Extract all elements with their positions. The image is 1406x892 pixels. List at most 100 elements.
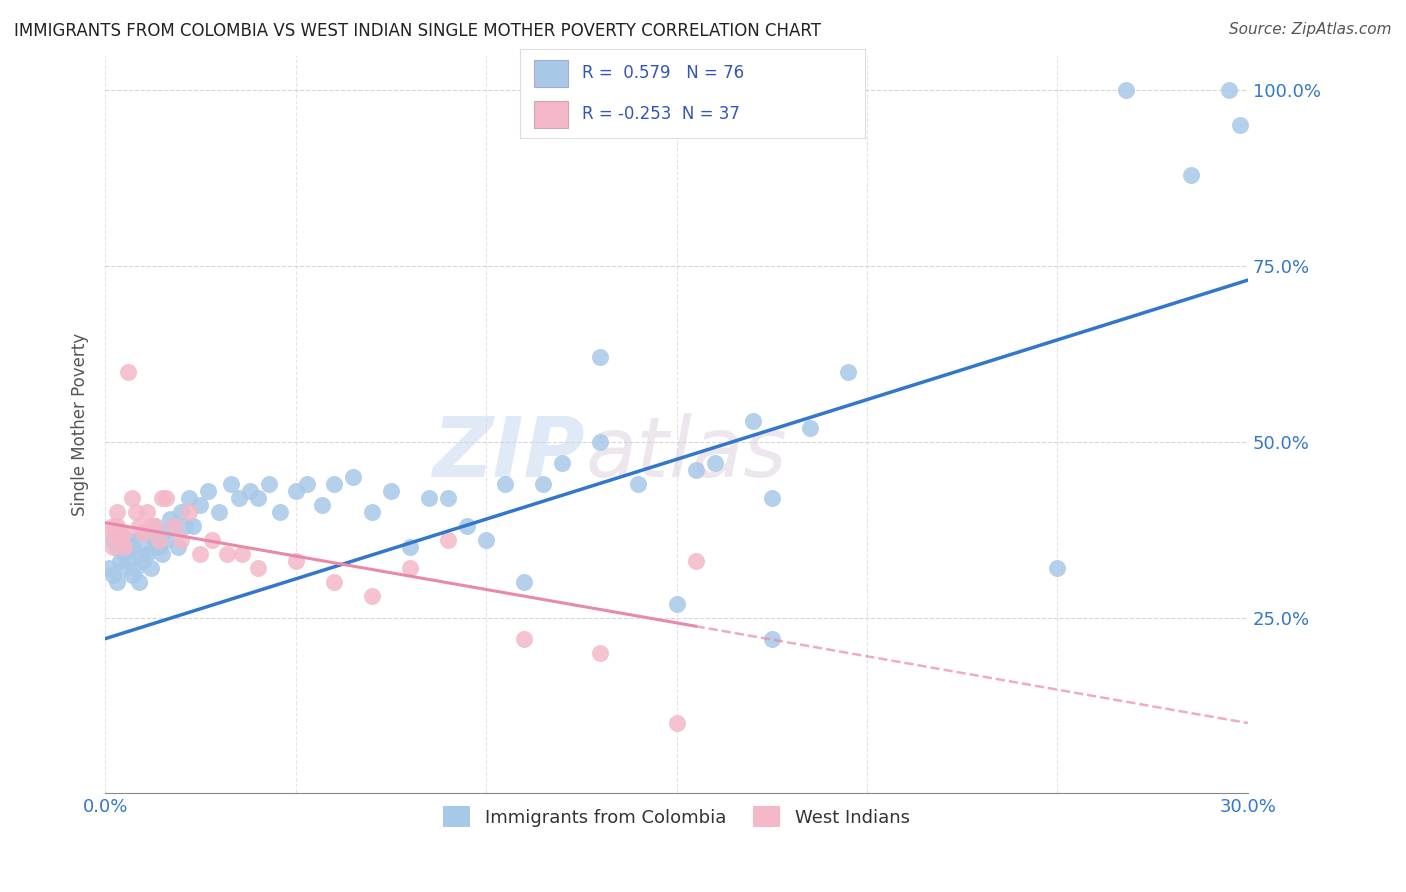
Point bbox=[101, 541, 124, 555]
Point bbox=[112, 547, 135, 561]
Point bbox=[208, 505, 231, 519]
Point bbox=[105, 541, 128, 555]
Point bbox=[125, 533, 148, 548]
Point bbox=[117, 533, 139, 548]
Point bbox=[589, 434, 612, 449]
Point bbox=[360, 590, 382, 604]
Point bbox=[399, 561, 422, 575]
Point bbox=[143, 533, 166, 548]
Point bbox=[128, 519, 150, 533]
Point bbox=[132, 526, 155, 541]
Point bbox=[132, 526, 155, 541]
Point bbox=[475, 533, 498, 548]
Point bbox=[685, 463, 707, 477]
Point bbox=[531, 477, 554, 491]
Point bbox=[98, 526, 121, 541]
Text: atlas: atlas bbox=[585, 413, 787, 494]
Point bbox=[121, 491, 143, 505]
Text: Source: ZipAtlas.com: Source: ZipAtlas.com bbox=[1229, 22, 1392, 37]
Point bbox=[143, 519, 166, 533]
Point bbox=[322, 575, 344, 590]
Point bbox=[295, 477, 318, 491]
Point bbox=[139, 541, 162, 555]
Point bbox=[136, 505, 159, 519]
Point bbox=[101, 568, 124, 582]
Point bbox=[741, 414, 763, 428]
Point bbox=[112, 561, 135, 575]
Point bbox=[456, 519, 478, 533]
Point bbox=[257, 477, 280, 491]
Point bbox=[1180, 168, 1202, 182]
Point bbox=[150, 491, 173, 505]
Point bbox=[513, 575, 536, 590]
Text: ZIP: ZIP bbox=[433, 413, 585, 494]
Point bbox=[139, 561, 162, 575]
Point bbox=[190, 547, 212, 561]
Point bbox=[219, 477, 242, 491]
Point bbox=[627, 477, 650, 491]
Point bbox=[589, 351, 612, 365]
Point bbox=[117, 554, 139, 568]
Point bbox=[136, 547, 159, 561]
Text: R = -0.253  N = 37: R = -0.253 N = 37 bbox=[582, 105, 740, 123]
Point bbox=[703, 456, 725, 470]
Point bbox=[761, 491, 783, 505]
Point bbox=[110, 533, 132, 548]
Point bbox=[101, 519, 124, 533]
Point bbox=[494, 477, 516, 491]
Point bbox=[121, 541, 143, 555]
Point bbox=[159, 512, 181, 526]
Text: IMMIGRANTS FROM COLOMBIA VS WEST INDIAN SINGLE MOTHER POVERTY CORRELATION CHART: IMMIGRANTS FROM COLOMBIA VS WEST INDIAN … bbox=[14, 22, 821, 40]
Point bbox=[125, 505, 148, 519]
Point bbox=[125, 561, 148, 575]
Point bbox=[166, 541, 188, 555]
Point bbox=[143, 519, 166, 533]
Point bbox=[246, 491, 269, 505]
Point bbox=[437, 533, 460, 548]
Point bbox=[117, 364, 139, 378]
Point bbox=[322, 477, 344, 491]
Point bbox=[148, 533, 170, 548]
Point bbox=[132, 554, 155, 568]
Point bbox=[665, 597, 688, 611]
Point bbox=[1115, 83, 1137, 97]
Point bbox=[190, 498, 212, 512]
Point bbox=[437, 491, 460, 505]
Point bbox=[128, 547, 150, 561]
Point bbox=[399, 541, 422, 555]
Y-axis label: Single Mother Poverty: Single Mother Poverty bbox=[72, 333, 89, 516]
Point bbox=[551, 456, 574, 470]
Point bbox=[799, 421, 821, 435]
Point bbox=[110, 554, 132, 568]
Point bbox=[112, 526, 135, 541]
Point bbox=[148, 541, 170, 555]
Point bbox=[418, 491, 440, 505]
Point bbox=[284, 554, 307, 568]
Point bbox=[197, 483, 219, 498]
Point bbox=[170, 533, 193, 548]
Point bbox=[101, 533, 124, 548]
Point bbox=[269, 505, 291, 519]
Point bbox=[1229, 119, 1251, 133]
Point bbox=[380, 483, 402, 498]
Point bbox=[231, 547, 253, 561]
Point bbox=[181, 519, 204, 533]
Point bbox=[177, 505, 200, 519]
Legend: Immigrants from Colombia, West Indians: Immigrants from Colombia, West Indians bbox=[434, 797, 918, 836]
Point bbox=[342, 470, 364, 484]
Point bbox=[1218, 83, 1240, 97]
Point bbox=[239, 483, 262, 498]
Point bbox=[228, 491, 250, 505]
Point bbox=[105, 505, 128, 519]
Point bbox=[217, 547, 239, 561]
FancyBboxPatch shape bbox=[534, 101, 568, 128]
Point bbox=[311, 498, 333, 512]
Point bbox=[105, 519, 128, 533]
Point bbox=[174, 519, 197, 533]
Point bbox=[121, 568, 143, 582]
Point bbox=[139, 519, 162, 533]
Point bbox=[110, 526, 132, 541]
Point bbox=[685, 554, 707, 568]
Point bbox=[150, 547, 173, 561]
Point bbox=[665, 716, 688, 731]
